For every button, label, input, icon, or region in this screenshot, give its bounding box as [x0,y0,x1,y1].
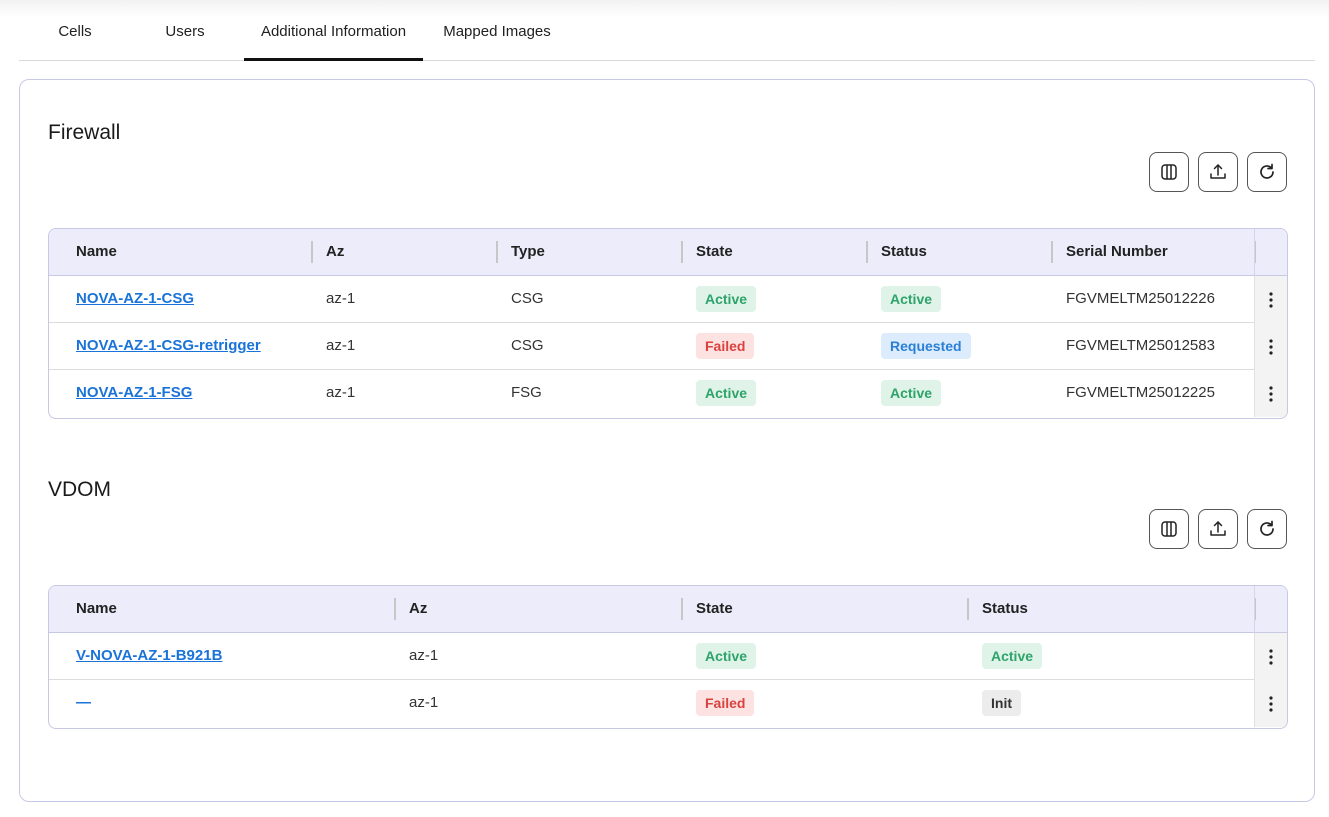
type-cell: FSG [511,384,542,401]
az-cell: az-1 [326,290,356,307]
serial-number-cell: FGVMELTM25012226 [1066,290,1215,307]
more-vertical-icon [1269,385,1273,402]
firewall-name-link[interactable]: NOVA-AZ-1-CSG [76,290,195,307]
firewall-export-button[interactable] [1198,152,1238,192]
az-cell: az-1 [326,384,356,401]
firewall-columns-button[interactable] [1149,152,1189,192]
column-separator[interactable] [1254,598,1256,620]
column-header-az[interactable]: Az [409,600,428,617]
tab-cells[interactable]: Cells [58,23,92,40]
column-separator[interactable] [967,598,969,620]
more-vertical-icon [1269,291,1273,308]
vdom-refresh-button[interactable] [1247,509,1287,549]
tab-additional-information[interactable]: Additional Information [244,0,423,61]
status-badge: Active [881,380,942,407]
column-header-serial-number[interactable]: Serial Number [1066,243,1168,260]
az-cell: az-1 [409,647,439,664]
vdom-title: VDOM [48,478,111,501]
serial-number-cell: FGVMELTM25012225 [1066,384,1215,401]
column-header-name[interactable]: Name [76,600,117,617]
state-badge: Active [696,286,757,313]
state-badge: Active [696,380,757,407]
column-header-state[interactable]: State [696,243,733,260]
vdom-columns-button[interactable] [1149,509,1189,549]
column-separator[interactable] [311,241,313,263]
column-separator[interactable] [681,598,683,620]
status-badge: Active [982,643,1043,670]
refresh-icon [1260,163,1274,179]
row-menu-button[interactable] [1254,276,1287,323]
firewall-table: Name Az Type State Status Serial Number … [48,228,1288,419]
vdom-name-link[interactable]: V-NOVA-AZ-1-B921B [76,647,223,664]
table-row: NOVA-AZ-1-CSG-retrigger az-1 CSG Failed … [49,323,1287,370]
column-separator[interactable] [496,241,498,263]
status-badge: Init [982,690,1021,717]
firewall-table-header: Name Az Type State Status Serial Number [49,229,1287,276]
vdom-table-header: Name Az State Status [49,586,1287,633]
firewall-name-link[interactable]: NOVA-AZ-1-FSG [76,384,193,401]
firewall-name-link[interactable]: NOVA-AZ-1-CSG-retrigger [76,337,261,354]
az-cell: az-1 [326,337,356,354]
more-vertical-icon [1269,338,1273,355]
columns-icon [1161,521,1177,537]
column-separator[interactable] [1051,241,1053,263]
column-separator[interactable] [866,241,868,263]
status-badge: Requested [881,333,971,360]
table-row: V-NOVA-AZ-1-B921B az-1 Active Active [49,633,1287,680]
row-menu-button[interactable] [1254,633,1287,680]
type-cell: CSG [511,337,544,354]
top-shadow [0,0,1329,18]
vdom-export-button[interactable] [1198,509,1238,549]
columns-icon [1161,164,1177,180]
upload-icon [1210,164,1226,179]
more-vertical-icon [1269,695,1273,712]
state-badge: Active [696,643,757,670]
firewall-title: Firewall [48,121,121,144]
column-separator[interactable] [681,241,683,263]
tab-bar: Cells Users Additional Information Mappe… [19,0,1315,61]
vdom-table: Name Az State Status V-NOVA-AZ-1-B921B a… [48,585,1288,729]
column-header-state[interactable]: State [696,600,733,617]
status-badge: Active [881,286,942,313]
az-cell: az-1 [409,694,439,711]
serial-number-cell: FGVMELTM25012583 [1066,337,1215,354]
column-header-az[interactable]: Az [326,243,345,260]
vdom-name-link[interactable]: — [76,694,91,711]
state-badge: Failed [696,690,755,717]
table-row: NOVA-AZ-1-FSG az-1 FSG Active Active FGV… [49,370,1287,417]
row-menu-button[interactable] [1254,680,1287,727]
refresh-icon [1260,520,1274,536]
type-cell: CSG [511,290,544,307]
column-separator[interactable] [1254,241,1256,263]
column-separator[interactable] [394,598,396,620]
column-header-type[interactable]: Type [511,243,545,260]
more-vertical-icon [1269,648,1273,665]
firewall-refresh-button[interactable] [1247,152,1287,192]
row-menu-button[interactable] [1254,370,1287,417]
actions-column-header [1254,229,1287,276]
table-row: — az-1 Failed Init [49,680,1287,727]
row-menu-button[interactable] [1254,323,1287,370]
column-header-status[interactable]: Status [982,600,1028,617]
upload-icon [1210,521,1226,536]
tab-users[interactable]: Users [165,23,205,40]
table-row: NOVA-AZ-1-CSG az-1 CSG Active Active FGV… [49,276,1287,323]
column-header-status[interactable]: Status [881,243,927,260]
actions-column-header [1254,586,1287,633]
additional-information-panel: Firewall Name Az Type State Status Seria… [19,79,1315,802]
state-badge: Failed [696,333,755,360]
tab-mapped-images[interactable]: Mapped Images [443,23,551,40]
column-header-name[interactable]: Name [76,243,117,260]
